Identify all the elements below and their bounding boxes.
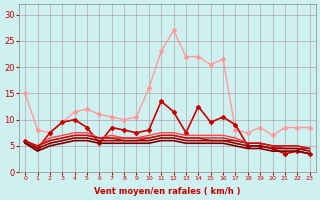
X-axis label: Vent moyen/en rafales ( km/h ): Vent moyen/en rafales ( km/h ): [94, 187, 241, 196]
